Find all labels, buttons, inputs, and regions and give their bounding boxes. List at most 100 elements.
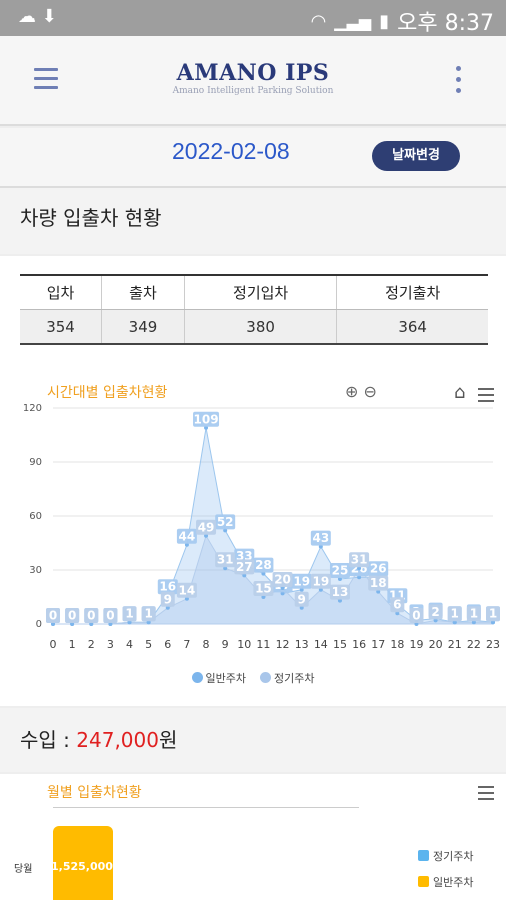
x-tick-label: 18: [390, 638, 404, 651]
data-label-box: [428, 604, 443, 620]
monthly-category-label: 당월: [14, 864, 33, 875]
monthly-axis-line: [53, 807, 359, 808]
data-label: 9: [164, 592, 172, 606]
chart-menu-icon[interactable]: [478, 388, 494, 406]
data-label-box: [176, 528, 197, 544]
data-label: 9: [298, 592, 306, 606]
data-label-box: [291, 573, 312, 589]
value-entry: 354: [20, 309, 102, 345]
data-label: 16: [159, 580, 176, 594]
data-label: 13: [332, 585, 349, 599]
data-point: [491, 620, 495, 625]
x-tick-label: 21: [448, 638, 462, 651]
data-label-box: [141, 606, 156, 622]
x-tick-label: 16: [352, 638, 366, 651]
data-label-box: [176, 582, 197, 598]
legend-item-regular[interactable]: 정기주차: [260, 672, 314, 685]
data-label-box: [349, 552, 370, 568]
status-time: 오후 8:37: [397, 11, 494, 36]
data-label-box: [84, 608, 99, 623]
home-icon[interactable]: ⌂: [454, 382, 466, 403]
legend-item-general[interactable]: 일반주차: [191, 672, 246, 685]
data-label: 25: [332, 564, 349, 578]
x-tick-label: 17: [371, 638, 385, 651]
data-label-box: [272, 572, 293, 587]
status-bar: ☁ ⬇ ◠ ▁▃▅ ▮ 오후 8:37: [0, 0, 506, 36]
x-tick-label: 1: [69, 638, 76, 651]
data-point: [280, 591, 285, 596]
x-tick-label: 12: [276, 638, 290, 651]
data-label: 1: [470, 607, 478, 621]
monthly-legend-regular[interactable]: 정기주차: [418, 848, 473, 864]
value-regular-entry: 380: [183, 309, 337, 345]
x-tick-label: 9: [222, 638, 229, 651]
y-tick-label: 90: [29, 457, 42, 468]
data-point: [357, 566, 362, 571]
data-point: [433, 618, 438, 623]
status-indicators: ◠ ▁▃▅ ▮ 오후 8:37: [311, 5, 494, 37]
data-label-box: [447, 606, 462, 622]
data-label-box: [368, 575, 389, 591]
legend-dot-regular: [260, 672, 271, 683]
data-point: [127, 620, 132, 625]
data-label: 31: [217, 553, 234, 567]
vehicle-section-header: 차량 입출차 현황: [0, 188, 506, 254]
zoom-in-icon[interactable]: ⊕: [345, 382, 359, 401]
change-date-button[interactable]: 날짜변경: [372, 141, 460, 171]
signal-icon: ▁▃▅: [334, 11, 372, 31]
monthly-bar-label: 1,525,000: [51, 860, 113, 873]
y-tick-label: 30: [29, 565, 42, 576]
data-label-box: [234, 559, 255, 575]
data-label-box: [310, 530, 331, 546]
date-bar: 2022-02-08 날짜변경: [0, 128, 506, 188]
data-label-box: [486, 606, 500, 622]
hourly-chart-legend: 일반주차 정기주차: [0, 670, 506, 686]
data-label: 1: [125, 607, 133, 621]
hamburger-menu-icon[interactable]: [34, 68, 58, 95]
data-label-box: [310, 573, 331, 589]
overflow-menu-icon[interactable]: [456, 66, 462, 99]
income-text: 수입 : 247,000원: [20, 728, 178, 752]
data-label: 19: [293, 574, 310, 588]
data-label-box: [215, 514, 236, 530]
monthly-legend-general[interactable]: 일반주차: [418, 874, 473, 890]
data-label: 27: [236, 560, 253, 574]
data-label: 1: [451, 607, 459, 621]
data-label: 52: [217, 515, 234, 529]
battery-icon: ▮: [379, 10, 390, 32]
legend-dot-general: [191, 672, 203, 683]
data-label-box: [46, 608, 60, 623]
data-label-box: [215, 552, 236, 568]
monthly-chart-menu-icon[interactable]: [478, 786, 494, 804]
data-point: [357, 575, 362, 580]
data-label: 0: [49, 609, 57, 623]
monthly-chart-title: 월별 입출차현황: [47, 785, 142, 801]
data-label: 31: [351, 553, 368, 567]
status-notification-icons: ☁ ⬇: [18, 6, 57, 27]
data-label: 20: [274, 573, 291, 587]
x-tick-label: 6: [164, 638, 171, 651]
income-section: 수입 : 247,000원: [0, 708, 506, 772]
hourly-chart-title: 시간대별 입출차현황: [47, 385, 168, 401]
data-label-box: [253, 557, 274, 573]
data-label: 1: [489, 607, 497, 621]
monthly-bar[interactable]: [53, 826, 113, 900]
data-label: 14: [179, 583, 196, 597]
data-label-box: [157, 579, 178, 595]
x-tick-label: 10: [237, 638, 251, 651]
zoom-out-icon[interactable]: ⊖: [363, 382, 377, 401]
legend-square-general: [418, 876, 429, 887]
data-point: [146, 620, 151, 625]
data-label: 6: [393, 598, 401, 612]
data-label-box: [65, 608, 80, 623]
x-tick-label: 20: [429, 638, 443, 651]
data-label-box: [329, 563, 350, 578]
data-label-box: [294, 591, 309, 607]
data-label: 2: [431, 605, 439, 619]
data-label: 0: [106, 609, 114, 623]
data-label-box: [368, 561, 389, 577]
x-tick-label: 23: [486, 638, 500, 651]
vehicle-section-title: 차량 입출차 현황: [20, 206, 162, 230]
data-label-box: [390, 597, 405, 613]
